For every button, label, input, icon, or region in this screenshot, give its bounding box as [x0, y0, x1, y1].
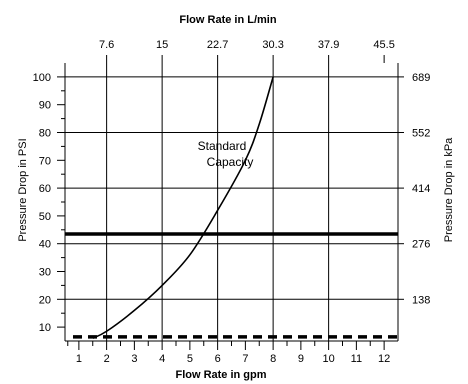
- y-tick-label-30: 30: [39, 267, 51, 279]
- x-tick-label-1: 1: [76, 353, 82, 365]
- y-tick-label-60: 60: [39, 183, 51, 195]
- top-tick-label-4: 37.9: [318, 39, 339, 51]
- top-tick-label-0: 7.6: [99, 39, 114, 51]
- x-tick-label-12: 12: [378, 353, 390, 365]
- y-axis-label-right: Pressure Drop in kPa: [443, 137, 455, 242]
- top-tick-label-2: 22.7: [207, 39, 228, 51]
- x-tick-label-7: 7: [242, 353, 248, 365]
- x-tick-label-10: 10: [323, 353, 335, 365]
- y-tick-label-80: 80: [39, 128, 51, 140]
- top-tick-label-5: 45.5: [373, 39, 394, 51]
- right-tick-label-4: 689: [412, 72, 430, 84]
- y-tick-label-40: 40: [39, 239, 51, 251]
- y-tick-label-100: 100: [33, 72, 51, 84]
- top-tick-label-3: 30.3: [262, 39, 283, 51]
- y-axis-label-left: Pressure Drop in PSI: [17, 138, 29, 241]
- series-annotation-line-2: Capacity: [207, 155, 254, 169]
- grid-lines: [64, 63, 399, 342]
- y-tick-label-20: 20: [39, 294, 51, 306]
- y-tick-label-10: 10: [39, 322, 51, 334]
- series-annotation-line-1: Standard: [198, 139, 247, 153]
- x-tick-label-6: 6: [215, 353, 221, 365]
- x-tick-label-4: 4: [159, 353, 165, 365]
- right-tick-label-1: 276: [412, 239, 430, 251]
- reference-lines: [65, 232, 398, 339]
- tick-labels: 1 2 3 4 5 6 7 8 9 10 11 127.6 15 22.7 30.3 37.9 45.51020…: [33, 39, 431, 365]
- x-tick-label-9: 9: [298, 353, 304, 365]
- right-tick-label-2: 414: [412, 183, 430, 195]
- x-axis-label: Flow Rate in gpm: [175, 369, 266, 381]
- top-tick-label-1: 15: [156, 39, 168, 51]
- y-tick-label-50: 50: [39, 211, 51, 223]
- y-tick-label-70: 70: [39, 155, 51, 167]
- right-tick-label-3: 552: [412, 128, 430, 140]
- axis-ticks: [57, 55, 404, 350]
- x-tick-label-3: 3: [131, 353, 137, 365]
- x-tick-label-8: 8: [270, 353, 276, 365]
- series-line-standard-capacity: [92, 76, 274, 339]
- y-tick-label-90: 90: [39, 100, 51, 112]
- x-tick-label-11: 11: [351, 353, 362, 365]
- right-tick-label-0: 138: [412, 294, 430, 306]
- x-tick-label-2: 2: [104, 353, 110, 365]
- x-tick-label-5: 5: [187, 353, 193, 365]
- chart-title-top: Flow Rate in L/min: [179, 14, 276, 26]
- series-group: [92, 76, 274, 339]
